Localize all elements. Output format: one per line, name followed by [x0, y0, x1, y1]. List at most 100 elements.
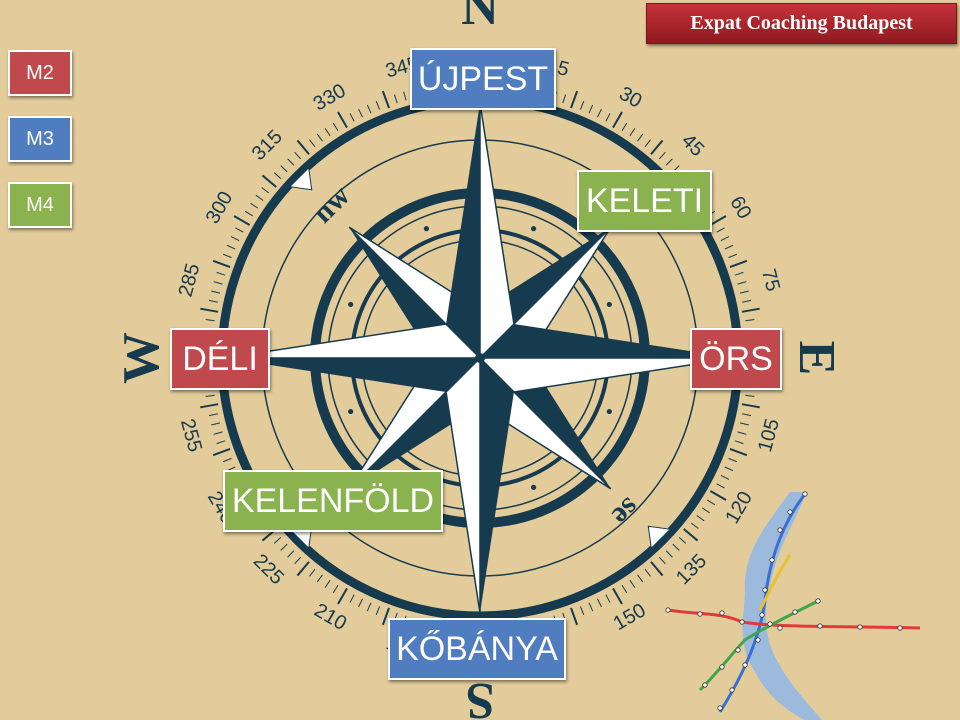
- legend-m2: M2: [8, 50, 72, 96]
- compass-tick: [235, 227, 244, 233]
- cardinal-n: N: [461, 0, 499, 36]
- compass-tick: [737, 431, 747, 435]
- compass-tick: [588, 602, 594, 612]
- compass-tick: [366, 602, 372, 612]
- compass-tick: [287, 550, 295, 558]
- compass-tick: [716, 227, 725, 233]
- compass-dot: [348, 408, 354, 415]
- compass-tick: [393, 94, 398, 104]
- compass-tick: [737, 281, 747, 285]
- compass-tick: [709, 490, 727, 501]
- compass-tick: [403, 91, 407, 101]
- metro-station-dot: [739, 619, 745, 625]
- station-kelenfold: KELENFÖLD: [223, 470, 443, 532]
- metro-station-dot: [787, 509, 793, 515]
- metro-station-dot: [755, 637, 761, 643]
- metro-station-dot: [729, 687, 735, 693]
- compass-tick: [741, 307, 760, 313]
- compass-tick: [605, 594, 611, 603]
- compass-tick: [734, 440, 744, 445]
- compass-tick: [296, 561, 310, 577]
- compass-tick: [739, 422, 749, 426]
- compass-point: [479, 102, 515, 360]
- compass-tick: [562, 94, 567, 104]
- station-deli: DÉLI: [170, 328, 270, 390]
- compass-tick: [273, 536, 282, 544]
- compass-tick: [690, 522, 699, 529]
- metro-station-dot: [777, 527, 783, 533]
- compass-tick: [208, 413, 218, 417]
- compass-tick: [644, 568, 651, 577]
- compass-dot: [606, 301, 612, 308]
- compass-tick: [741, 403, 760, 409]
- compass-tick: [287, 158, 295, 166]
- compass-tick: [629, 579, 636, 588]
- compass-marker: [288, 166, 313, 191]
- compass-tick: [729, 259, 748, 268]
- compass-tick: [724, 466, 734, 472]
- compass-point: [224, 323, 482, 359]
- compass-tick: [273, 172, 282, 180]
- compass-tick: [579, 606, 585, 616]
- metro-station-dot: [742, 662, 748, 668]
- compass-tick: [720, 236, 730, 241]
- compass-tick: [728, 253, 738, 259]
- compass-tick: [570, 607, 579, 626]
- compass-tick: [309, 139, 316, 148]
- compass-tick: [665, 550, 673, 558]
- metro-station-dot: [735, 647, 741, 653]
- compass-tick: [200, 403, 219, 409]
- compass-tick: [294, 151, 302, 160]
- compass-tick: [579, 100, 585, 110]
- metro-station-dot: [665, 607, 671, 613]
- compass-tick: [216, 440, 226, 445]
- compass-tick: [261, 187, 270, 194]
- cardinal-e: E: [788, 341, 845, 376]
- compass-tick: [678, 536, 687, 544]
- metro-station-dot: [719, 664, 725, 670]
- compass-tick: [250, 202, 259, 209]
- compass-tick: [208, 299, 218, 303]
- metro-station-dot: [802, 491, 808, 497]
- compass-point: [225, 358, 480, 392]
- compass-tick: [381, 90, 390, 109]
- compass-tick: [716, 483, 725, 489]
- compass-tick: [665, 158, 673, 166]
- compass-tick: [637, 574, 644, 583]
- compass-tick: [358, 108, 363, 118]
- compass-tick: [222, 253, 232, 259]
- compass-tick: [205, 318, 215, 322]
- compass-tick: [381, 607, 390, 626]
- station-keleti: KELETI: [577, 170, 712, 232]
- metro-station-dot: [697, 611, 703, 617]
- metro-station-dot: [769, 557, 775, 563]
- compass-tick: [332, 585, 339, 594]
- compass-tick: [709, 215, 727, 226]
- compass-tick: [324, 579, 331, 588]
- compass-tick: [222, 457, 232, 463]
- compass-tick: [316, 574, 323, 583]
- compass-tick: [672, 543, 680, 551]
- brand-banner: Expat Coaching Budapest: [646, 3, 957, 44]
- compass-tick: [349, 113, 355, 122]
- compass-tick: [701, 507, 710, 514]
- metro-station-dot: [857, 624, 863, 630]
- compass-tick: [212, 259, 231, 268]
- compass-dot: [530, 484, 537, 490]
- compass-tick: [683, 528, 699, 542]
- metro-line-m1: [758, 554, 792, 611]
- compass-tick: [226, 244, 236, 250]
- compass-tick: [728, 457, 738, 463]
- metro-station-dot: [762, 587, 768, 593]
- compass-tick: [644, 139, 651, 148]
- compass-tick: [366, 104, 372, 114]
- compass-tick: [742, 413, 752, 417]
- metro-station-dot: [717, 705, 723, 711]
- compass-dot: [348, 301, 354, 308]
- compass-tick: [316, 133, 323, 142]
- compass-tick: [337, 111, 348, 129]
- compass-tick: [213, 431, 223, 435]
- metro-station-dot: [897, 625, 903, 631]
- metro-station-dot: [767, 621, 773, 627]
- compass-tick: [745, 318, 755, 322]
